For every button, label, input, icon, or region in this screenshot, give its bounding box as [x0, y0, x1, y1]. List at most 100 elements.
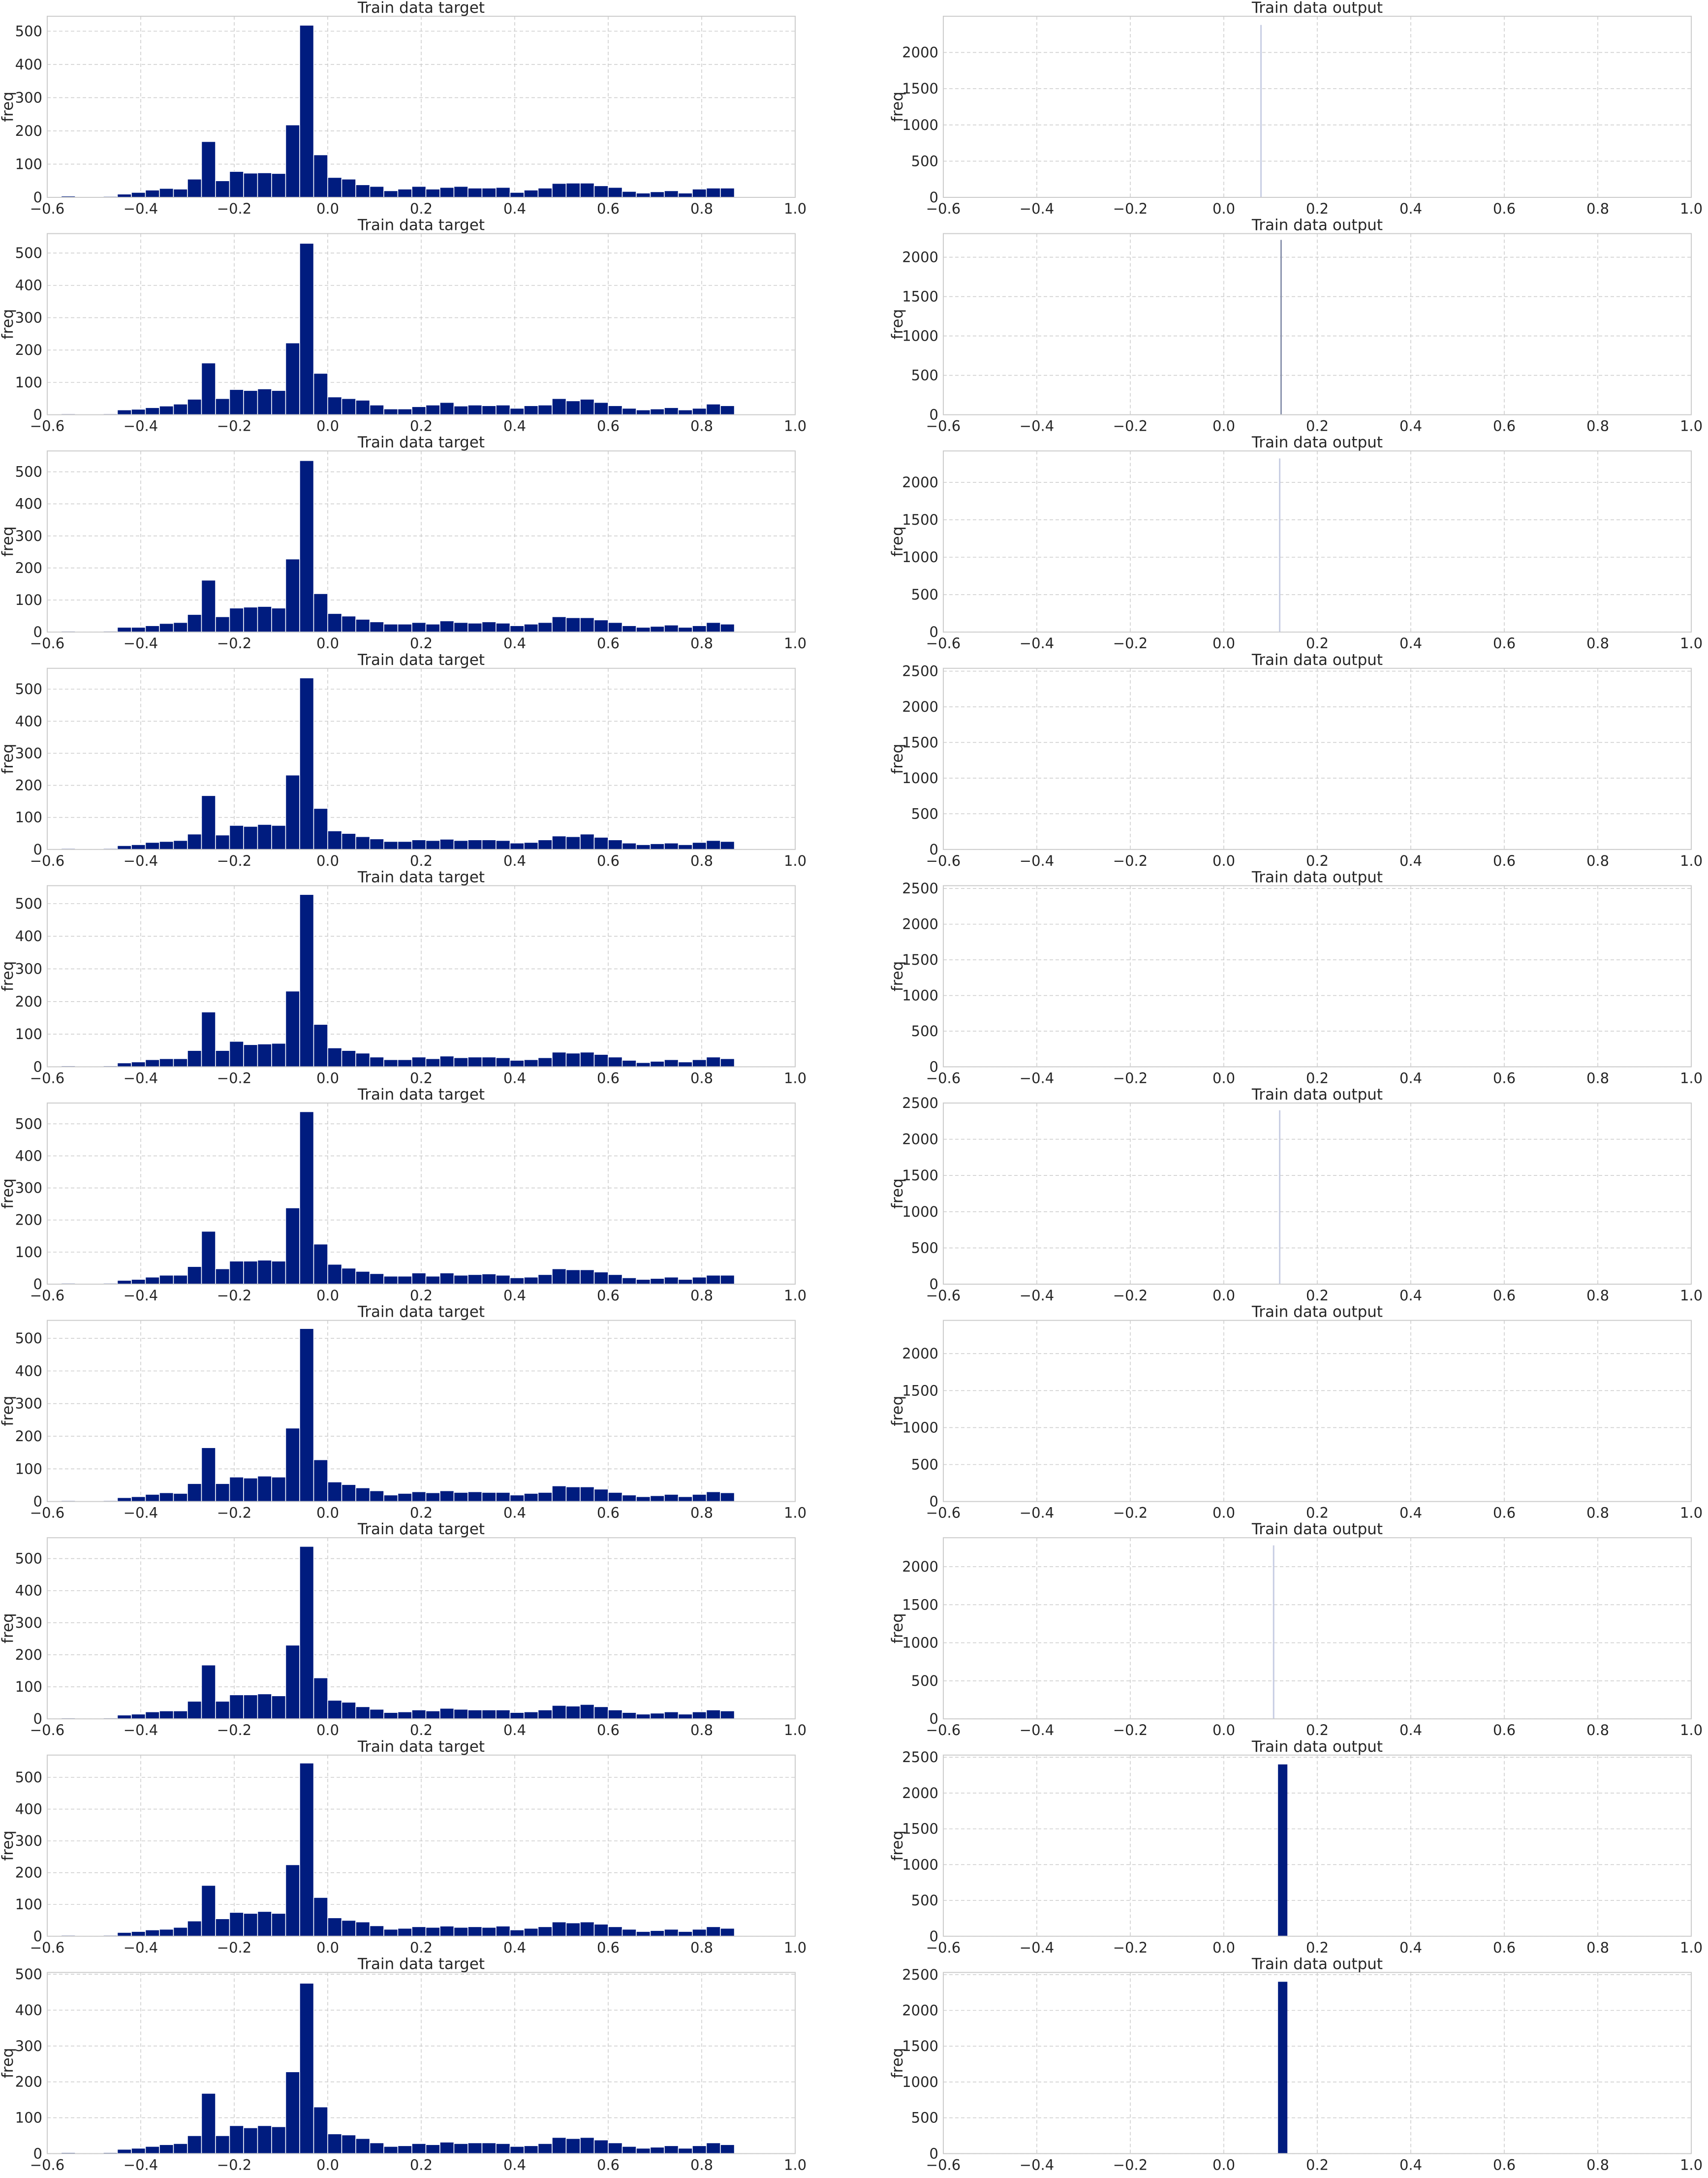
- histogram-bar: [257, 1476, 272, 1502]
- y-tick-label: 300: [15, 1832, 42, 1849]
- y-tick-label: 2000: [902, 916, 938, 933]
- histogram-bar: [481, 1492, 497, 1502]
- histogram-bar: [215, 1483, 230, 1502]
- histogram-bar: [341, 1267, 356, 1285]
- subplot-r1-left: Train data target freq −0.6 −0.4 −0.2 0.0 0.2 0…: [0, 0, 807, 217]
- histogram-bar: [593, 1488, 609, 1502]
- histogram-bar: [593, 2139, 609, 2154]
- axes-frame: [943, 1103, 1692, 1285]
- x-tick-label: 0.0: [1212, 1287, 1235, 1304]
- axes-frame: [943, 1754, 1692, 1937]
- histogram-bar: [425, 1058, 440, 1068]
- histogram-bar: [159, 1058, 174, 1068]
- histogram-bar: [411, 1491, 427, 1502]
- histogram-bar: [608, 622, 623, 632]
- histogram-bar: [173, 622, 188, 632]
- axes-frame: [943, 16, 1692, 198]
- histogram-bar: [692, 1059, 707, 1068]
- histogram-bar: [552, 616, 567, 632]
- histogram-bar: [509, 1060, 525, 1068]
- x-tick-label: 0.2: [410, 200, 433, 217]
- x-tick-label: 0.4: [503, 2156, 526, 2173]
- x-tick-label: 0.8: [690, 635, 713, 652]
- x-tick-label: −0.6: [926, 1505, 961, 1521]
- y-tick-label: 300: [15, 745, 42, 761]
- x-tick-label: −0.4: [1020, 200, 1054, 217]
- histogram-bar: [524, 405, 539, 415]
- x-tick-label: −0.4: [124, 2156, 158, 2173]
- histogram-bar: [299, 460, 314, 632]
- histogram-bar: [327, 1917, 342, 1937]
- y-tick-label: 500: [911, 1892, 938, 1909]
- histogram-bar: [159, 1275, 174, 1285]
- x-tick-label: −0.6: [926, 2156, 961, 2173]
- chart-title: Train data output: [1251, 1738, 1383, 1756]
- histogram-bar: [467, 1709, 483, 1719]
- histogram-bar: [313, 1243, 328, 1285]
- histogram-bar: [664, 1928, 679, 1937]
- y-tick-label: 200: [15, 993, 42, 1010]
- x-tick-label: 0.2: [1306, 1939, 1329, 1956]
- histogram-bar: [621, 1712, 637, 1719]
- histogram-bar: [215, 2135, 230, 2154]
- histogram-bar: [355, 619, 371, 632]
- y-axis-label: freq: [0, 92, 17, 122]
- histogram-bar: [187, 1266, 202, 1285]
- histogram-bar: [131, 1931, 146, 1937]
- x-tick-label: −0.2: [217, 1070, 251, 1086]
- histogram-bar: [608, 1274, 623, 1285]
- histogram-bar: [565, 1922, 581, 1937]
- histogram-bar: [299, 894, 314, 1068]
- x-tick-label: 0.2: [410, 1070, 433, 1086]
- histogram-bar: [481, 405, 497, 415]
- histogram-bar: [481, 1709, 497, 1719]
- y-tick-label: 200: [15, 777, 42, 794]
- x-tick-label: 0.4: [503, 1722, 526, 1738]
- histogram-bar: [327, 396, 342, 415]
- histogram-bar: [720, 188, 735, 198]
- histogram-bar: [243, 826, 258, 850]
- histogram-bar: [608, 839, 623, 850]
- x-tick-label: 0.8: [690, 1070, 713, 1086]
- x-tick-label: 0.4: [1399, 1287, 1422, 1304]
- histogram-bar: [706, 2142, 721, 2154]
- chart-title: Train data output: [1251, 1303, 1383, 1321]
- axes-frame: [47, 450, 796, 633]
- x-tick-label: 0.6: [1493, 1070, 1516, 1086]
- histogram-bar: [692, 1494, 707, 1502]
- histogram-bar: [243, 1913, 258, 1937]
- chart-title: Train data output: [1251, 434, 1383, 451]
- y-tick-label: 400: [15, 1801, 42, 1818]
- x-tick-label: 0.2: [1306, 418, 1329, 435]
- x-tick-label: 0.6: [597, 200, 620, 217]
- histogram-bar: [650, 1712, 665, 1719]
- x-tick-label: −0.2: [1113, 1939, 1148, 1956]
- y-tick-label: 300: [15, 960, 42, 977]
- x-tick-label: 0.6: [597, 1287, 620, 1304]
- histogram-bar: [397, 1927, 412, 1937]
- y-tick-label: 1500: [902, 734, 938, 751]
- histogram-bar: [1279, 1110, 1281, 1284]
- histogram-bar: [664, 625, 679, 632]
- histogram-bar: [439, 1490, 455, 1502]
- histogram-bar: [341, 398, 356, 415]
- histogram-bar: [187, 833, 202, 850]
- histogram-bar: [299, 1546, 314, 1719]
- x-tick-label: −0.6: [926, 1070, 961, 1086]
- histogram-bar: [706, 1275, 721, 1285]
- histogram-bar: [383, 1275, 399, 1285]
- x-tick-label: 0.0: [1212, 635, 1235, 652]
- histogram-bar: [481, 188, 497, 198]
- y-axis-label: freq: [889, 92, 906, 122]
- histogram-bar: [355, 2138, 371, 2154]
- histogram-bar: [467, 405, 483, 415]
- y-axis-label: freq: [889, 1396, 906, 1426]
- y-tick-label: 1500: [902, 511, 938, 528]
- x-tick-label: −0.4: [124, 1287, 158, 1304]
- histogram-bar: [383, 2146, 399, 2154]
- histogram-bar: [411, 1272, 427, 1285]
- histogram-bar: [593, 1924, 609, 1937]
- x-tick-label: 0.2: [410, 2156, 433, 2173]
- x-tick-label: 1.0: [1680, 418, 1703, 435]
- histogram-bar: [467, 623, 483, 632]
